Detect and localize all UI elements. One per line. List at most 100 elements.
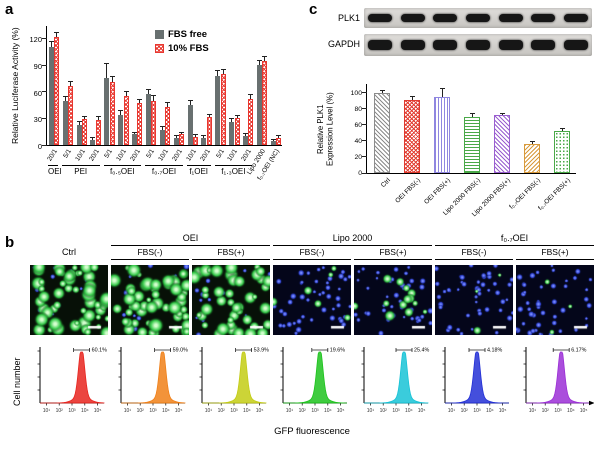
error-bar-cap [262, 56, 268, 57]
bar-fbs-free [76, 124, 82, 145]
error-bar-cap [469, 113, 475, 115]
error-bar [278, 136, 280, 138]
svg-text:10¹: 10¹ [286, 408, 294, 414]
blot-band [498, 40, 523, 50]
blot-band [466, 40, 490, 50]
error-bar-cap [206, 113, 212, 115]
error-bar-cap [256, 59, 262, 61]
fbs-condition-label: FBS(+) [217, 247, 245, 257]
flow-histogram-svg: 10¹ 10² 10³ 10⁴ 10⁵ 59.0% [118, 347, 188, 414]
error-bar-cap [234, 114, 240, 116]
plk1-x-tick-label: Ctrl [379, 177, 392, 190]
y-tick-label: 120 [29, 35, 42, 45]
svg-text:10²: 10² [137, 408, 145, 414]
bar-fbs-free [256, 65, 262, 145]
error-bar-cap [179, 131, 185, 133]
fbs-condition-underline [111, 259, 189, 260]
bar-fbs-free [173, 137, 179, 145]
svg-text:10¹: 10¹ [448, 408, 456, 414]
group-label: OEI [48, 167, 62, 176]
group-underline [111, 245, 270, 246]
flow-histogram-svg: 10¹ 10² 10³ 10⁴ 10⁵ 53.9% [199, 347, 269, 414]
bar-10pct-fbs [81, 119, 87, 145]
bar-fbs-free [90, 139, 96, 145]
histogram-peak [202, 351, 267, 404]
error-bar [272, 139, 274, 141]
svg-text:10²: 10² [542, 408, 550, 414]
blot-band [531, 14, 556, 22]
fbs-condition-underline [354, 259, 432, 260]
plk1-bar [434, 96, 450, 173]
error-bar [78, 121, 80, 125]
error-bar-cap [379, 90, 385, 92]
group-line [48, 165, 58, 167]
error-bar-cap [229, 118, 235, 120]
blot-band [498, 14, 523, 22]
error-bar-cap [151, 95, 157, 97]
plk1-bar [494, 115, 510, 173]
group-label: f₀.₅OEI [109, 167, 135, 176]
plk1-bar [404, 99, 420, 173]
group-label: PEI [74, 167, 88, 176]
bar-fbs-free [145, 94, 151, 145]
bar-10pct-fbs [68, 86, 74, 145]
y-tick-mark [362, 92, 367, 94]
plk1-x-tick-label: OEI FBS(-) [394, 177, 422, 205]
error-bar-cap [48, 40, 54, 42]
group-line [145, 165, 183, 167]
error-bar-cap [276, 135, 282, 137]
error-bar-cap [76, 120, 82, 122]
blot-row-label-gapdh: GAPDH [327, 39, 360, 49]
svg-text:10⁴: 10⁴ [162, 408, 170, 414]
error-bar [411, 97, 413, 100]
svg-text:10⁵: 10⁵ [418, 408, 426, 414]
group-underline [435, 245, 594, 246]
flow-histogram: 10¹ 10² 10³ 10⁴ 10⁵ 19.6% [273, 339, 351, 425]
plk1-bar [374, 92, 390, 173]
bar-fbs-free [159, 129, 165, 145]
flow-histogram: 10¹ 10² 10³ 10⁴ 10⁵ 59.0% [111, 339, 189, 425]
y-tick-label: 80 [354, 105, 362, 113]
flow-histogram-svg: 10¹ 10² 10³ 10⁴ 10⁵ 4.18% [442, 347, 509, 414]
error-bar [561, 128, 563, 132]
blot-band [433, 14, 458, 22]
flow-histogram-svg: 10¹ 10² 10³ 10⁴ 10⁵ 25.4% [361, 347, 429, 414]
flow-histogram: 10¹ 10² 10³ 10⁴ 10⁵ 4.18% [435, 339, 513, 425]
blot-row-label-plk1: PLK1 [337, 13, 360, 23]
bar-10pct-fbs [165, 106, 171, 145]
plk1-plot-area [362, 84, 576, 174]
histogram-peak [445, 351, 509, 404]
plk1-x-axis-labels: Ctrl OEI FBS(-) OEI FBS(+) Lipo 2000 FBS(-)… [366, 174, 576, 229]
error-bar-cap [132, 131, 138, 133]
y-tick-mark [362, 124, 367, 126]
blot-band [466, 14, 490, 22]
group-label: f₁.₃OEI [221, 167, 246, 176]
gate-percent-label: 60.1% [92, 348, 107, 354]
bar-10pct-fbs [262, 60, 268, 145]
bar-fbs-free [215, 75, 221, 145]
error-bar-cap [215, 70, 221, 72]
group-line [214, 165, 253, 167]
y-tick-mark [42, 91, 47, 93]
svg-text:10⁵: 10⁵ [337, 408, 345, 414]
error-bar [231, 119, 233, 122]
histogram-peak [364, 351, 429, 404]
panel-b-letter: b [5, 234, 15, 251]
bar-10pct-fbs [95, 120, 101, 145]
bar-10pct-fbs [234, 118, 240, 145]
fluorescence-micrograph [354, 265, 432, 335]
svg-text:10⁵: 10⁵ [499, 408, 507, 414]
error-bar [125, 91, 127, 97]
y-tick-label: 90 [33, 62, 42, 71]
svg-text:10²: 10² [299, 408, 307, 414]
error-bar [222, 70, 224, 74]
luciferase-plot-area [42, 26, 282, 146]
fbs-condition-underline [192, 259, 270, 260]
bar-fbs-free [229, 121, 235, 145]
y-tick-mark [42, 144, 47, 146]
gate-percent-label: 53.9% [254, 348, 269, 354]
blot-strip-plk1 [364, 8, 592, 28]
error-bar [236, 115, 238, 119]
error-bar [175, 136, 177, 138]
svg-text:10⁴: 10⁴ [324, 408, 332, 414]
